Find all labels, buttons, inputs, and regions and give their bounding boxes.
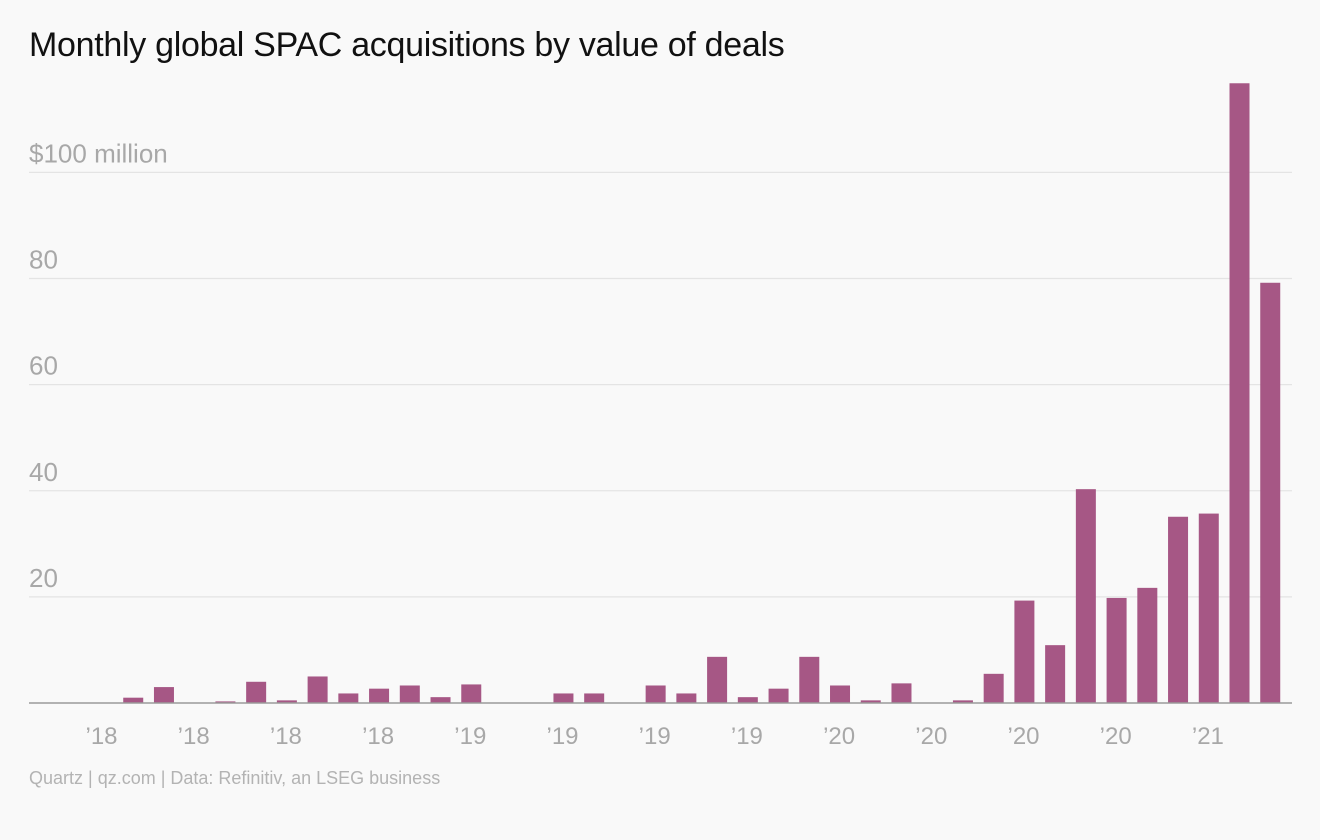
source-note: Quartz | qz.com | Data: Refinitiv, an LS… <box>29 768 441 788</box>
bar <box>1106 597 1127 703</box>
bar <box>1137 587 1158 703</box>
bar <box>553 693 574 703</box>
bar <box>737 697 758 703</box>
x-tick-labels: ’18 ’18 ’18 ’18 ’19 ’19 ’19 ’19 ’20 ’20 ’20 ’20 ’21 <box>85 723 1223 750</box>
bar <box>246 681 267 703</box>
x-tick-label: ’19 <box>731 723 763 750</box>
bar <box>983 673 1004 703</box>
x-tick-label: ’20 <box>823 723 855 750</box>
y-tick-labels: 20 40 60 80 $100 million <box>29 138 168 592</box>
x-tick-label: ’19 <box>639 723 671 750</box>
y-tick-label: 80 <box>29 245 58 275</box>
bar <box>276 700 297 703</box>
bar <box>369 688 390 703</box>
chart-title: Monthly global SPAC acquisitions by valu… <box>29 26 785 64</box>
bar <box>891 683 912 703</box>
bar <box>584 693 605 703</box>
x-tick-label: ’20 <box>1007 723 1039 750</box>
bar <box>123 697 144 703</box>
x-tick-label: ’20 <box>1100 723 1132 750</box>
x-tick-label: ’19 <box>546 723 578 750</box>
bar <box>1260 282 1281 703</box>
bar <box>338 693 359 703</box>
y-tick-label: $100 million <box>29 138 168 168</box>
bar <box>1014 600 1035 703</box>
bar <box>830 685 851 703</box>
bar <box>307 676 328 703</box>
bar <box>676 693 697 703</box>
bar <box>768 688 789 703</box>
bar <box>1168 516 1189 703</box>
bar <box>1075 489 1096 703</box>
bar <box>153 687 174 703</box>
x-tick-label: ’21 <box>1192 723 1224 750</box>
bar <box>952 700 973 703</box>
bars <box>123 83 1281 703</box>
bar <box>860 700 881 703</box>
bar <box>1229 83 1250 703</box>
bar <box>707 656 728 703</box>
gridlines <box>29 171 1292 598</box>
x-tick-label: ’20 <box>915 723 947 750</box>
x-tick-label: ’19 <box>454 723 486 750</box>
bar <box>461 684 482 703</box>
x-tick-label: ’18 <box>270 723 302 750</box>
bar <box>399 685 420 703</box>
bar <box>799 656 820 703</box>
bar <box>1198 513 1219 703</box>
bar <box>430 697 451 703</box>
bar <box>1045 645 1066 703</box>
y-tick-label: 60 <box>29 351 58 381</box>
x-tick-label: ’18 <box>362 723 394 750</box>
y-tick-label: 20 <box>29 563 58 593</box>
x-tick-label: ’18 <box>85 723 117 750</box>
bar <box>645 685 666 703</box>
x-tick-label: ’18 <box>178 723 210 750</box>
y-tick-label: 40 <box>29 457 58 487</box>
